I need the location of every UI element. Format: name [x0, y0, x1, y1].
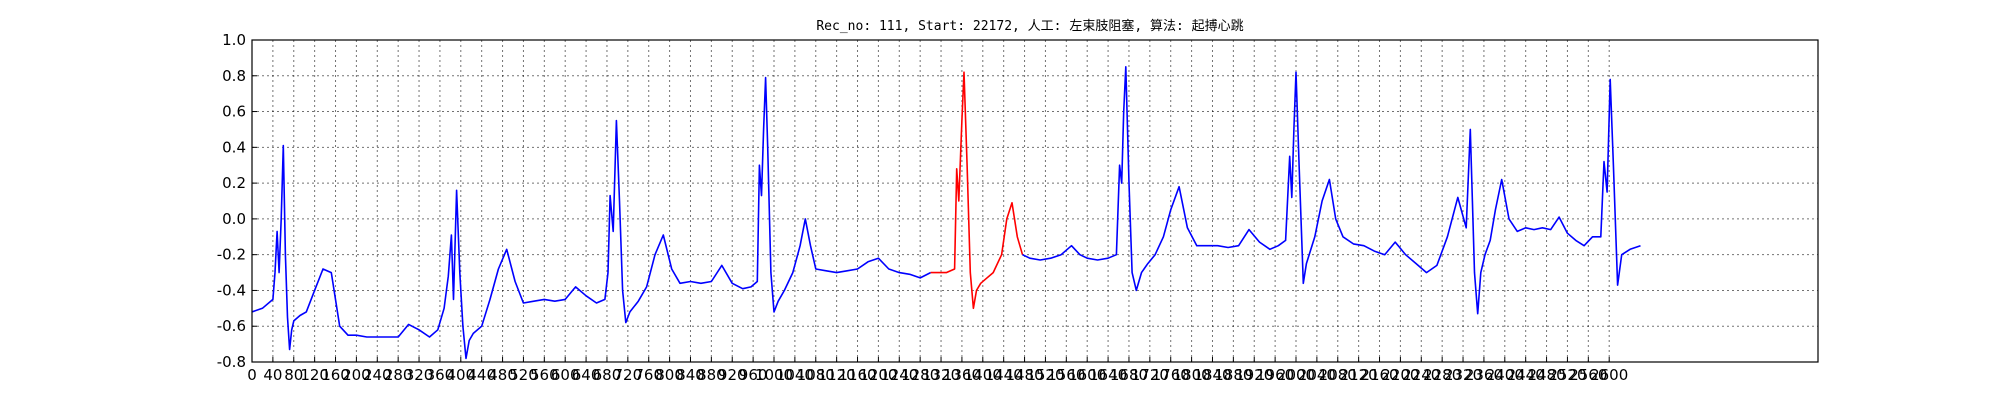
x-tick-label: 600 [551, 366, 580, 384]
x-tick-label: 1040 [776, 366, 814, 384]
ecg-segment-2 [1022, 66, 1641, 315]
x-tick-label: 2320 [1444, 366, 1482, 384]
x-tick-label: 2200 [1381, 366, 1419, 384]
x-tick-label: 80 [284, 366, 303, 384]
x-tick-label: 2280 [1423, 366, 1461, 384]
y-tick-label: 0.8 [222, 67, 246, 85]
x-tick-label: 1280 [901, 366, 939, 384]
y-tick-label: 0.2 [222, 174, 246, 192]
x-tick-label: 640 [572, 366, 601, 384]
x-tick-label: 1600 [1068, 366, 1106, 384]
x-tick-label: 1200 [859, 366, 897, 384]
x-tick-label: 240 [363, 366, 392, 384]
y-tick-label: -0.6 [217, 317, 246, 335]
x-tick-label: 680 [593, 366, 622, 384]
x-tick-label: 2600 [1590, 366, 1628, 384]
x-tick-label: 200 [342, 366, 371, 384]
x-tick-label: 120 [300, 366, 329, 384]
x-tick-label: 1960 [1256, 366, 1294, 384]
x-tick-label: 160 [321, 366, 350, 384]
x-tick-label: 0 [247, 366, 257, 384]
x-tick-label: 920 [718, 366, 747, 384]
x-tick-label: 2480 [1527, 366, 1565, 384]
x-tick-label: 1640 [1089, 366, 1127, 384]
y-axis: 1.0 0.8 0.6 0.4 0.2 0.0 -0.2 -0.4 -0.6 -0.8 [217, 31, 257, 371]
x-tick-label: 1160 [838, 366, 876, 384]
plot-frame [251, 39, 1819, 363]
y-tick-label: 0.6 [222, 103, 246, 121]
x-axis: 0 40 8012016020024028032036040044048052056… [247, 357, 1628, 384]
x-tick-label: 320 [405, 366, 434, 384]
y-tick-label: 0.0 [222, 210, 246, 228]
x-tick-label: 1520 [1026, 366, 1064, 384]
x-tick-label: 2520 [1548, 366, 1586, 384]
x-tick-label: 2440 [1507, 366, 1545, 384]
x-tick-label: 1920 [1235, 366, 1273, 384]
x-tick-label: 1560 [1047, 366, 1085, 384]
x-tick-label: 800 [655, 366, 684, 384]
x-tick-label: 2400 [1486, 366, 1524, 384]
series-layer [251, 66, 1641, 360]
y-tick-label: -0.2 [217, 246, 246, 264]
x-tick-label: 2000 [1277, 366, 1315, 384]
x-tick-label: 1360 [943, 366, 981, 384]
x-tick-label: 400 [446, 366, 475, 384]
x-tick-label: 40 [263, 366, 282, 384]
y-tick-label: -0.8 [217, 353, 246, 371]
x-tick-label: 2160 [1360, 366, 1398, 384]
chart-title: Rec_no: 111, Start: 22172, 人工: 左束肢阻塞, 算法… [816, 18, 1243, 34]
x-tick-label: 1120 [818, 366, 856, 384]
grid-lines [252, 40, 1818, 362]
x-tick-label: 2040 [1298, 366, 1336, 384]
x-tick-label: 1320 [922, 366, 960, 384]
x-tick-label: 760 [634, 366, 663, 384]
x-tick-label: 520 [509, 366, 538, 384]
ecg-segment-0 [251, 76, 931, 360]
y-tick-label: 0.4 [222, 138, 246, 156]
x-tick-label: 1440 [985, 366, 1023, 384]
x-tick-label: 560 [530, 366, 559, 384]
x-tick-label: 880 [697, 366, 726, 384]
x-tick-label: 840 [676, 366, 705, 384]
x-tick-label: 960 [739, 366, 768, 384]
x-tick-label: 1880 [1214, 366, 1252, 384]
x-tick-label: 720 [614, 366, 643, 384]
ecg-segment-highlighted [930, 71, 1024, 310]
x-tick-label: 480 [488, 366, 517, 384]
x-tick-label: 1680 [1110, 366, 1148, 384]
x-tick-label: 2360 [1465, 366, 1503, 384]
x-tick-label: 2560 [1569, 366, 1607, 384]
x-tick-label: 1720 [1131, 366, 1169, 384]
x-tick-label: 2120 [1340, 366, 1378, 384]
x-tick-label: 280 [384, 366, 413, 384]
x-tick-label: 1480 [1005, 366, 1043, 384]
x-tick-label: 1000 [755, 366, 793, 384]
y-tick-label: 1.0 [222, 31, 246, 49]
x-tick-label: 1840 [1193, 366, 1231, 384]
x-tick-label: 440 [467, 366, 496, 384]
x-tick-label: 1240 [880, 366, 918, 384]
x-tick-label: 1760 [1152, 366, 1190, 384]
x-tick-label: 2080 [1319, 366, 1357, 384]
x-tick-label: 1080 [797, 366, 835, 384]
y-tick-label: -0.4 [217, 281, 246, 299]
x-tick-label: 2240 [1402, 366, 1440, 384]
x-tick-label: 1400 [964, 366, 1002, 384]
x-tick-label: 1800 [1173, 366, 1211, 384]
x-tick-label: 360 [426, 366, 455, 384]
